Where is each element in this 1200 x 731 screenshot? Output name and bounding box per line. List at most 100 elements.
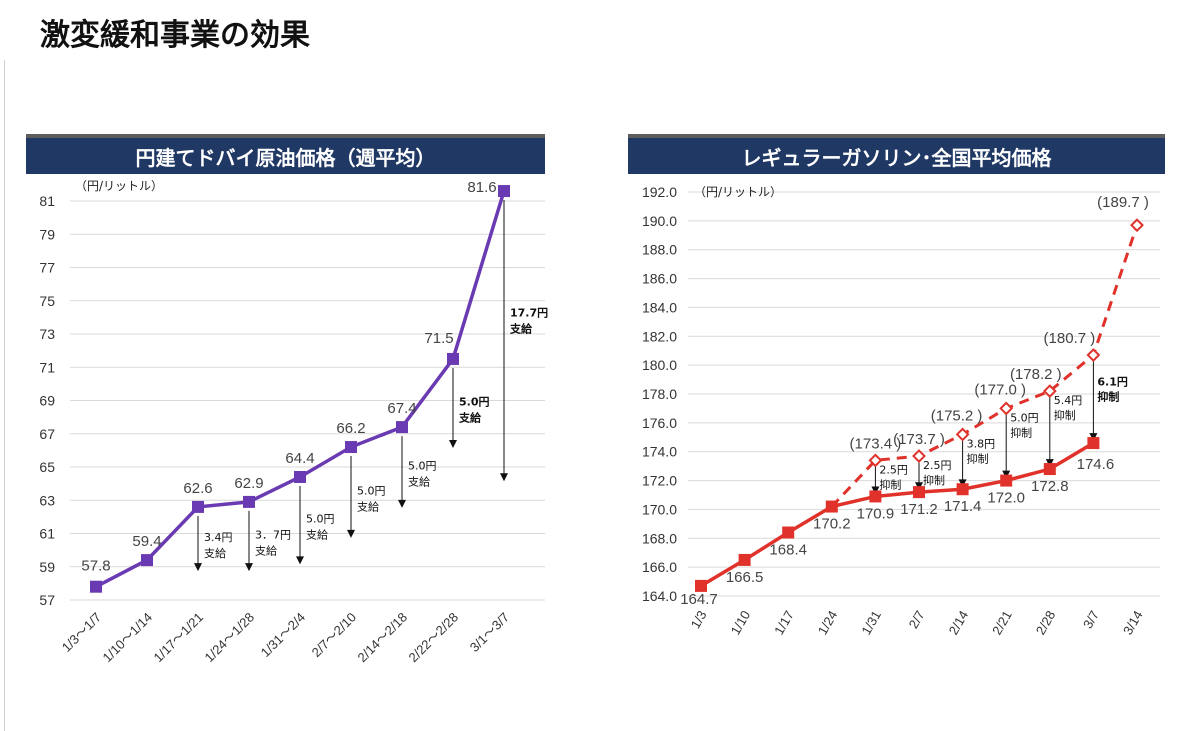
left-annotation-label: 5.0円: [357, 484, 386, 497]
crude-oil-data-label: 64.4: [285, 450, 314, 467]
left-annotation-label: 支給: [357, 499, 379, 513]
gasoline-point: [1087, 437, 1100, 450]
no-suppression-label: (177.0 ): [974, 381, 1026, 398]
left-x-tick: 2/7～2/10: [309, 610, 359, 660]
gasoline-series-line: [700, 441, 1095, 588]
gasoline-data-label: 168.4: [769, 542, 807, 559]
left-arrow-head: [296, 556, 304, 565]
left-y-tick: 63: [39, 492, 55, 508]
left-arrow-head: [500, 473, 508, 482]
crude-oil-data-label: 57.8: [81, 558, 110, 575]
gasoline-data-label: 170.2: [813, 516, 851, 533]
crude-oil-data-label: 62.9: [234, 475, 263, 492]
no-suppression-label: (178.2 ): [1010, 366, 1062, 383]
right-x-tick: 1/31: [858, 608, 884, 637]
no-suppression-point: [1130, 218, 1144, 233]
right-annotation-label: 抑制: [967, 451, 989, 465]
right-annotation-label: 2.5円: [879, 463, 908, 476]
left-annotation-label: 3．7円: [255, 528, 291, 541]
right-x-tick: 2/28: [1033, 608, 1059, 637]
page-title: 激変緩和事業の効果: [40, 18, 310, 53]
left-y-unit: （円/リットル）: [75, 179, 163, 193]
left-annotation-label: 支給: [306, 528, 328, 542]
crude-oil-point: [447, 352, 459, 365]
right-y-tick: 192.0: [642, 184, 677, 200]
right-y-tick: 186.0: [642, 271, 677, 287]
gasoline-data-label: 166.5: [726, 569, 764, 586]
no-suppression-point: [999, 401, 1014, 416]
left-x-tick: 1/17～1/21: [151, 610, 207, 666]
right-annotation-label: 抑制: [923, 473, 945, 487]
right-x-tick: 1/17: [771, 608, 797, 637]
right-x-tick: 1/10: [728, 608, 754, 637]
gasoline-data-label: 170.9: [857, 505, 895, 522]
no-suppression-label: (189.7 ): [1097, 194, 1149, 211]
left-x-tick: 1/31～2/4: [258, 610, 308, 660]
right-x-tick: 3/7: [1080, 608, 1102, 631]
right-annotation-label: 6.1円: [1097, 375, 1128, 388]
gasoline-point: [1043, 463, 1056, 476]
right-x-tick: 1/24: [815, 608, 841, 637]
gasoline-point: [956, 483, 969, 496]
right-y-tick: 170.0: [642, 501, 677, 517]
gasoline-point: [695, 579, 707, 592]
left-annotation-label: 支給: [408, 475, 430, 489]
right-x-tick: 2/21: [989, 608, 1015, 637]
no-suppression-label: (173.7 ): [893, 431, 945, 448]
right-x-tick: 2/7: [906, 608, 928, 631]
left-y-tick: 75: [39, 293, 55, 309]
crude-oil-data-label: 71.5: [424, 330, 453, 347]
left-y-tick: 61: [39, 526, 55, 542]
left-annotation-label: 5.0円: [459, 395, 490, 408]
crude-oil-point: [345, 441, 357, 454]
left-x-tick: 1/24～1/28: [202, 610, 258, 666]
left-y-tick: 73: [39, 326, 55, 342]
gasoline-data-label: 171.2: [900, 501, 938, 518]
gasoline-point: [782, 526, 795, 539]
right-annotation-label: 抑制: [1010, 425, 1032, 439]
left-annotation-label: 支給: [204, 546, 226, 560]
right-y-tick: 168.0: [642, 530, 677, 546]
right-y-tick: 190.0: [642, 213, 677, 229]
right-annotation-label: 抑制: [1097, 389, 1119, 403]
left-y-tick: 81: [39, 193, 55, 209]
crude-oil-data-label: 66.2: [336, 420, 365, 437]
crude-oil-data-label: 59.4: [132, 533, 161, 550]
left-y-tick: 57: [39, 592, 55, 608]
crude-oil-data-label: 81.6: [467, 179, 496, 196]
left-y-tick: 67: [39, 426, 55, 442]
left-arrow-head: [194, 563, 202, 572]
left-x-tick: 2/22～2/28: [406, 610, 462, 666]
left-annotation-label: 3.4円: [204, 531, 233, 544]
no-suppression-label: (180.7 ): [1044, 330, 1096, 347]
right-y-tick: 164.0: [642, 588, 677, 604]
right-y-tick: 174.0: [642, 444, 677, 460]
left-y-tick: 59: [39, 559, 55, 575]
left-y-tick: 79: [39, 226, 55, 242]
left-annotation-label: 5.0円: [408, 460, 437, 473]
left-y-tick: 77: [39, 260, 55, 276]
right-y-unit: （円/リットル）: [694, 185, 782, 199]
left-annotation-label: 支給: [255, 543, 277, 557]
gasoline-point: [825, 500, 838, 513]
divider: [4, 60, 5, 731]
right-annotation-label: 抑制: [879, 477, 901, 491]
no-suppression-point: [1086, 348, 1101, 362]
crude-oil-point: [243, 495, 255, 508]
gasoline-point: [869, 490, 882, 503]
no-suppression-point: [912, 449, 926, 463]
left-x-tick: 1/10～1/14: [100, 610, 156, 666]
left-annotation-label: 支給: [458, 410, 482, 424]
right-x-tick: 3/14: [1120, 608, 1146, 637]
left-annotation-label: 5.0円: [306, 513, 335, 526]
left-x-tick: 3/1～3/7: [467, 610, 512, 655]
no-suppression-point: [955, 427, 970, 442]
gasoline-data-label: 171.4: [944, 498, 982, 515]
left-arrow-head: [245, 563, 253, 572]
crude-oil-data-label: 62.6: [183, 480, 212, 497]
crude-oil-chart-title: 円建てドバイ原油価格（週平均）: [26, 134, 545, 174]
right-annotation-label: 5.4円: [1054, 394, 1083, 407]
right-x-tick: 2/14: [946, 608, 972, 637]
no-suppression-series-line: [830, 224, 1139, 508]
left-y-tick: 71: [39, 359, 55, 375]
